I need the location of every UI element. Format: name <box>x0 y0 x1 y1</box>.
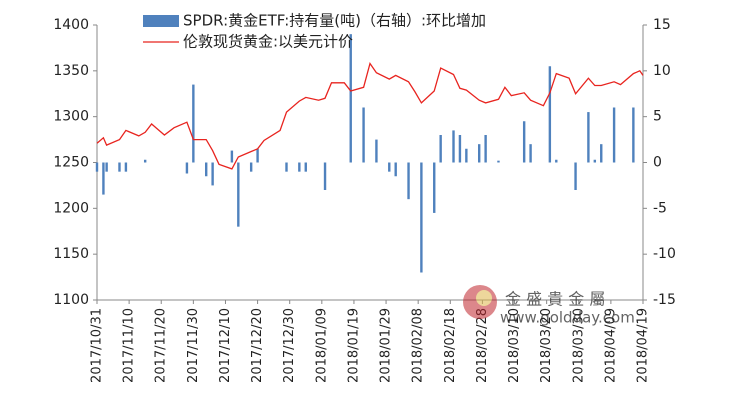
x-tick-label: 2018/04/19 <box>636 308 651 383</box>
bar <box>478 144 481 163</box>
x-tick-label: 2017/12/20 <box>250 308 265 383</box>
bar <box>407 162 410 200</box>
bar <box>95 162 99 172</box>
y-tick-label: 1400 <box>53 17 89 33</box>
legend-label: 伦敦现货黄金:以美元计价 <box>183 33 353 51</box>
bar <box>118 162 121 172</box>
bar <box>587 112 590 163</box>
bar <box>211 162 214 186</box>
watermark-title: 金 盛 貴 金 屬 <box>505 290 605 309</box>
bar <box>205 162 208 177</box>
x-tick-label: 2018/01/09 <box>314 308 329 383</box>
watermark-url: www.goldday.com <box>500 309 635 327</box>
bar <box>237 162 240 227</box>
watermark-logo <box>463 285 497 319</box>
y2-tick-label: 5 <box>653 109 662 125</box>
bar <box>298 162 301 172</box>
bar <box>548 66 552 163</box>
bar <box>349 34 352 163</box>
x-tick-label: 2018/02/08 <box>411 308 426 383</box>
bar <box>458 135 462 163</box>
x-tick-label: 2017/12/10 <box>218 308 233 383</box>
bar <box>433 162 436 213</box>
bar <box>256 148 259 163</box>
y2-tick-label: 15 <box>653 17 671 33</box>
y2-tick-label: 0 <box>653 155 662 171</box>
y-tick-label: 1350 <box>53 63 89 79</box>
x-tick-label: 2018/02/28 <box>475 308 490 383</box>
bar <box>124 162 128 172</box>
bar <box>600 144 603 163</box>
bar <box>555 159 558 163</box>
y-tick-label: 1250 <box>53 155 89 171</box>
bar <box>105 162 108 172</box>
y-tick-label: 1300 <box>53 109 89 125</box>
x-tick-label: 2018/03/30 <box>571 308 586 383</box>
x-tick-label: 2018/03/10 <box>507 308 522 383</box>
y2-tick-label: -15 <box>653 292 676 308</box>
bar <box>388 162 391 172</box>
x-tick-label: 2018/02/18 <box>443 308 458 383</box>
bar <box>143 159 147 163</box>
y2-tick-label: -10 <box>653 246 676 262</box>
bar <box>249 162 253 172</box>
x-tick-label: 2017/11/30 <box>186 308 201 383</box>
bar <box>452 130 455 163</box>
bar <box>484 135 487 163</box>
legend-label: SPDR:黄金ETF:持有量(吨)（右轴）:环比增加 <box>183 12 486 30</box>
y-tick-label: 1100 <box>53 292 89 308</box>
bar <box>230 150 234 163</box>
y2-tick-label: -5 <box>653 200 667 216</box>
y2-tick-label: 10 <box>653 63 671 79</box>
bar <box>522 121 526 163</box>
x-tick-label: 2017/12/30 <box>282 308 297 383</box>
x-tick-label: 2018/04/09 <box>603 308 618 383</box>
bar <box>394 162 397 177</box>
y-tick-label: 1150 <box>53 246 89 262</box>
x-tick-label: 2018/03/20 <box>539 308 554 383</box>
legend-swatch <box>143 15 179 27</box>
bar <box>612 107 616 163</box>
bar <box>420 162 423 273</box>
bar <box>304 162 307 172</box>
bar <box>375 139 378 163</box>
bar <box>185 162 189 174</box>
bar <box>497 160 500 163</box>
y-tick-label: 1200 <box>53 200 89 216</box>
bar <box>362 107 365 163</box>
bar <box>529 144 532 163</box>
bar <box>285 162 288 172</box>
logo-inner <box>476 290 492 306</box>
bar <box>439 135 442 163</box>
line <box>96 61 644 170</box>
x-tick-label: 2018/01/19 <box>346 308 361 383</box>
bar <box>593 159 597 163</box>
x-tick-label: 2018/01/29 <box>379 308 394 383</box>
bar <box>102 162 105 195</box>
bar <box>192 84 195 163</box>
bar <box>574 162 577 190</box>
x-tick-label: 2017/11/20 <box>154 308 169 383</box>
x-tick-label: 2017/10/31 <box>90 308 105 383</box>
bar <box>323 162 327 190</box>
bar <box>465 148 468 163</box>
x-tick-label: 2017/11/10 <box>122 308 137 383</box>
bar <box>632 107 635 163</box>
